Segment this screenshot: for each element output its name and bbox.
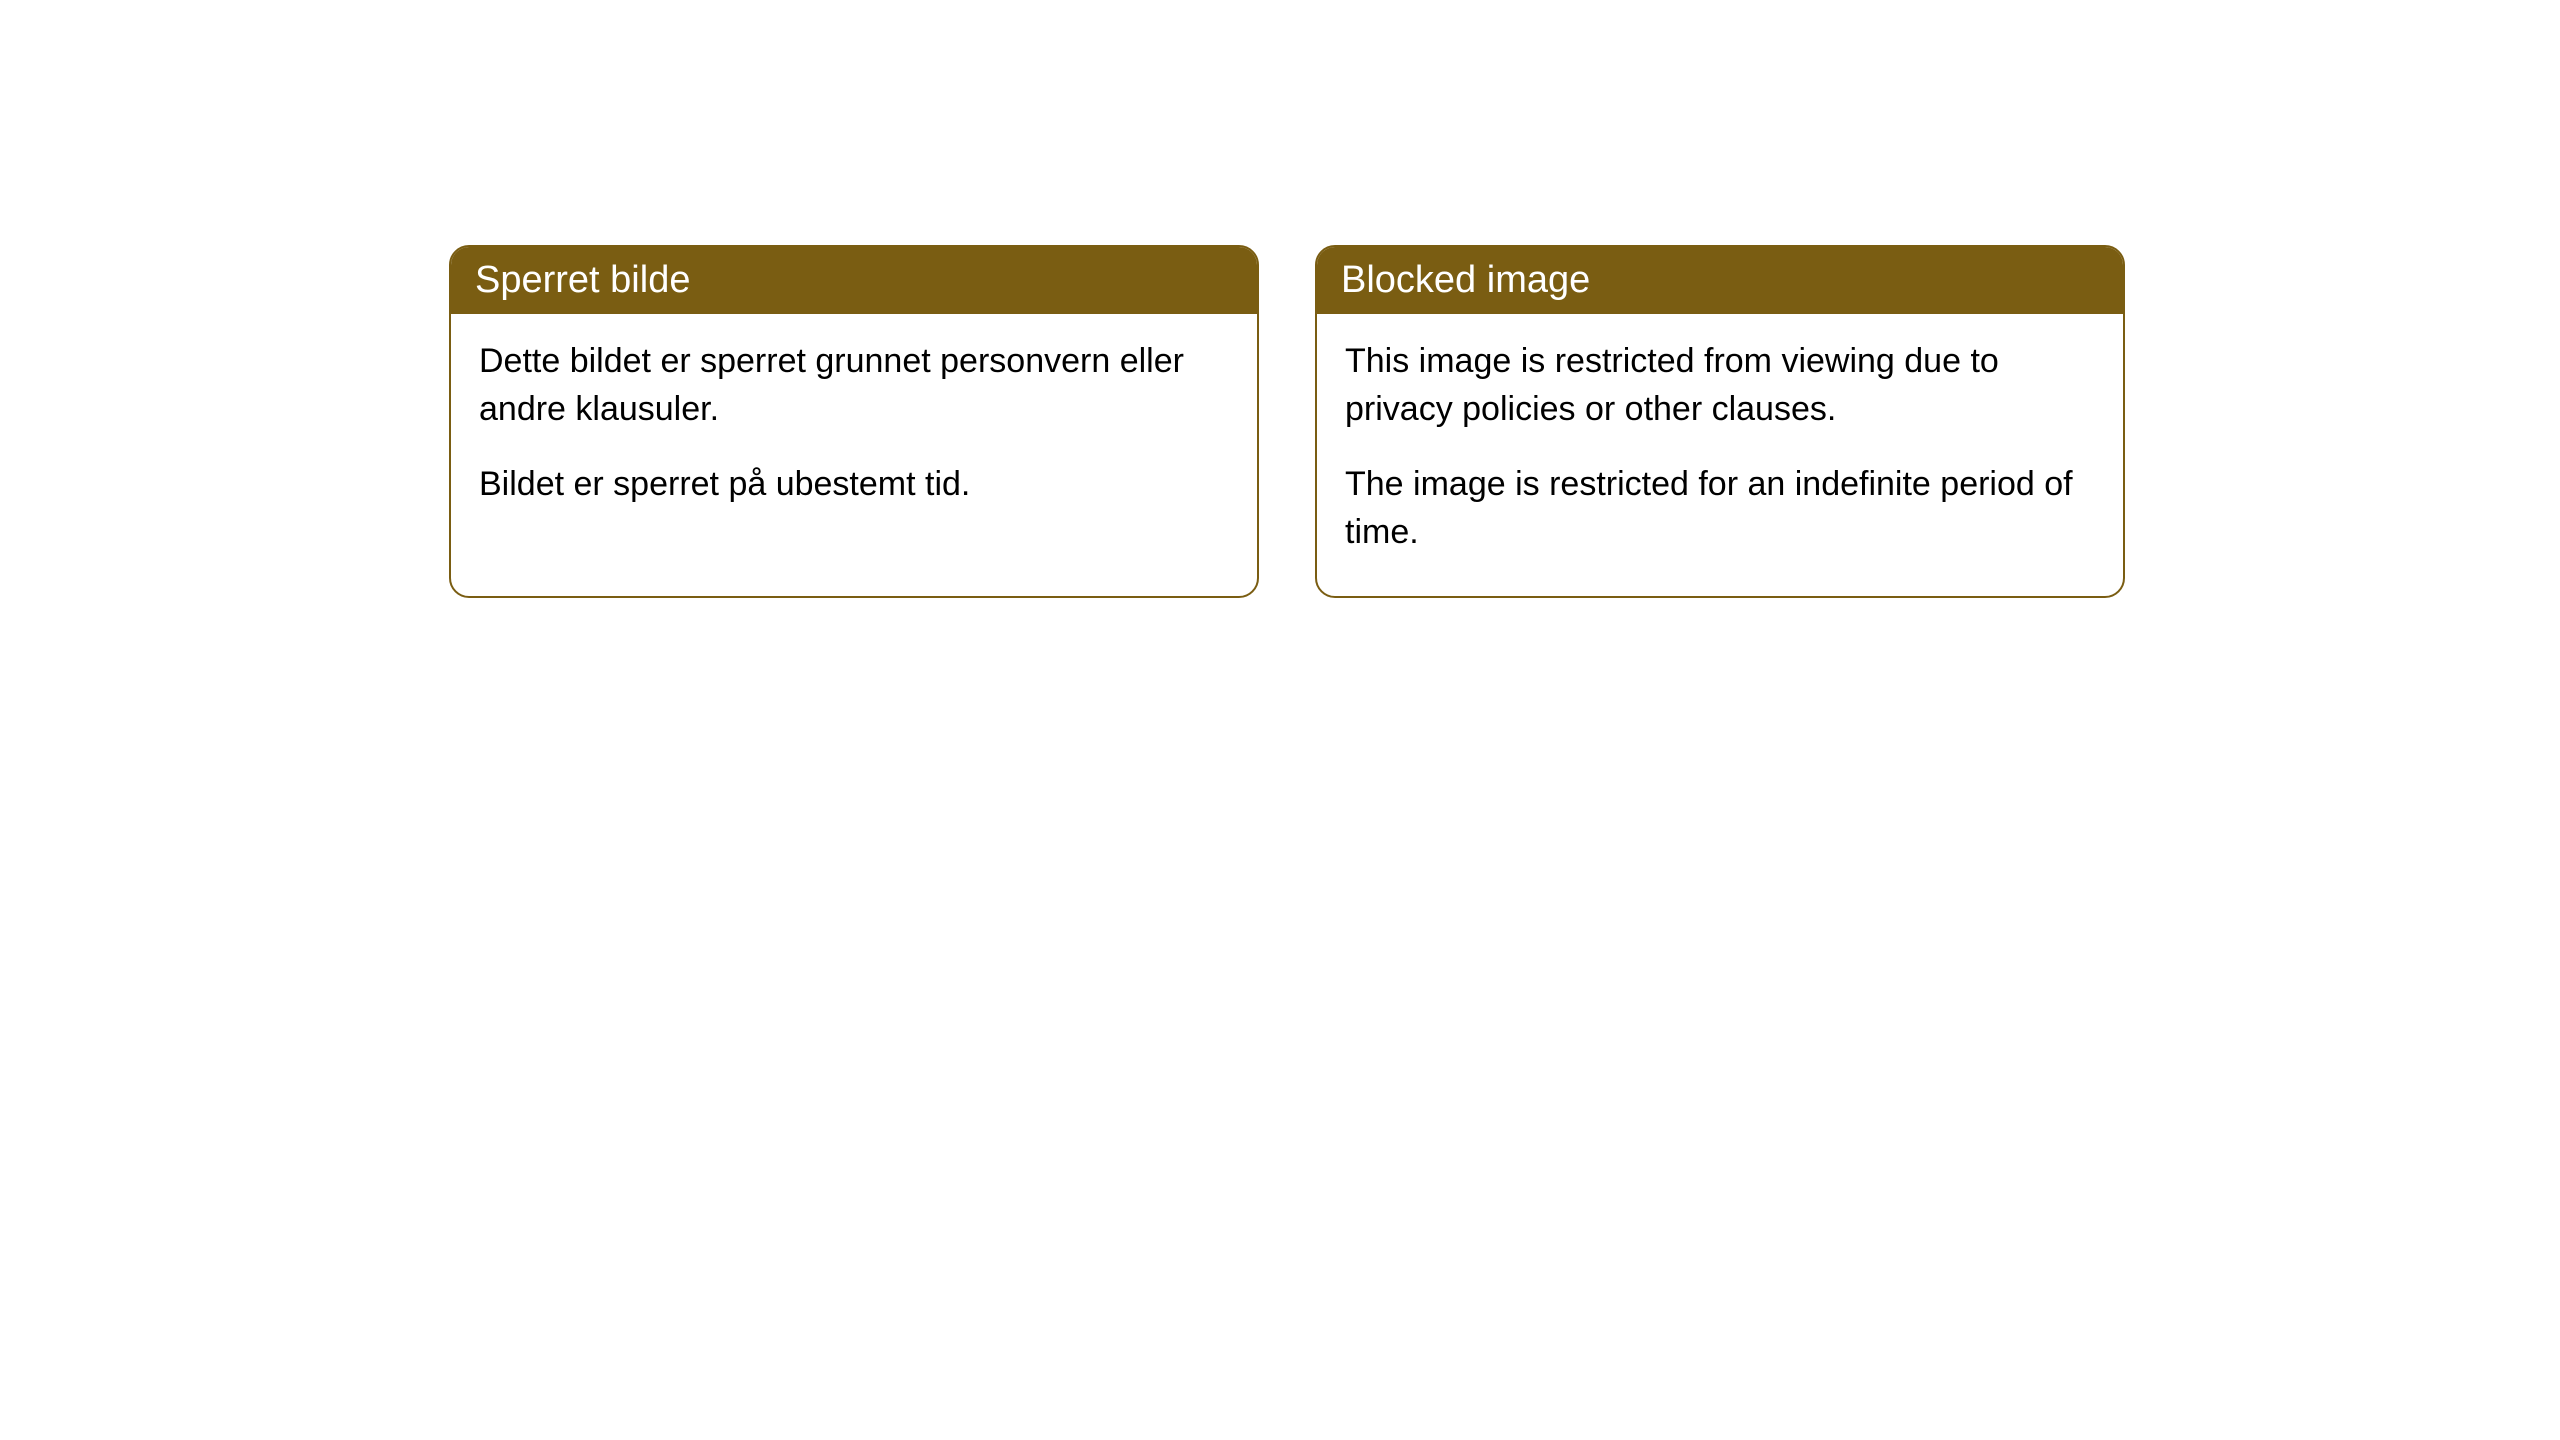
card-header-norwegian: Sperret bilde bbox=[451, 247, 1257, 314]
card-title-norwegian: Sperret bilde bbox=[475, 259, 690, 301]
card-paragraph-1-norwegian: Dette bildet er sperret grunnet personve… bbox=[479, 338, 1229, 433]
card-paragraph-2-norwegian: Bildet er sperret på ubestemt tid. bbox=[479, 461, 1229, 509]
card-title-english: Blocked image bbox=[1341, 259, 1590, 301]
card-body-english: This image is restricted from viewing du… bbox=[1317, 314, 2123, 596]
notice-card-norwegian: Sperret bilde Dette bildet er sperret gr… bbox=[449, 245, 1259, 598]
card-header-english: Blocked image bbox=[1317, 247, 2123, 314]
notice-card-english: Blocked image This image is restricted f… bbox=[1315, 245, 2125, 598]
notice-cards-container: Sperret bilde Dette bildet er sperret gr… bbox=[449, 245, 2125, 598]
card-paragraph-1-english: This image is restricted from viewing du… bbox=[1345, 338, 2095, 433]
card-body-norwegian: Dette bildet er sperret grunnet personve… bbox=[451, 314, 1257, 549]
card-paragraph-2-english: The image is restricted for an indefinit… bbox=[1345, 461, 2095, 556]
